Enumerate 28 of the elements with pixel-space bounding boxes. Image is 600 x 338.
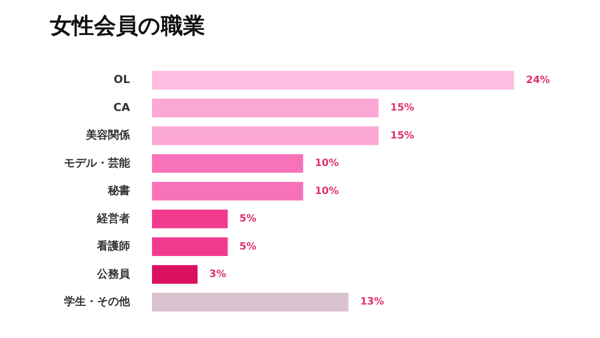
data-label: 24% [526, 74, 550, 86]
data-label: 5% [239, 241, 256, 252]
bar [152, 70, 514, 90]
data-label: 10% [314, 186, 339, 197]
y-tick-label: CA [113, 100, 130, 114]
bar [152, 210, 228, 228]
y-tick-label: 美容関係 [85, 128, 131, 142]
bar [152, 265, 198, 284]
y-tick-label: OL [114, 73, 130, 86]
data-label: 5% [239, 214, 256, 225]
chart-title: 女性会員の職業 [49, 14, 205, 39]
y-tick-label: 秘書 [107, 184, 130, 198]
data-label: 3% [209, 268, 226, 280]
data-label: 15% [390, 130, 414, 142]
y-tick-label: 公務員 [96, 267, 131, 280]
data-label: 15% [390, 102, 414, 114]
y-tick-label: 経営者 [96, 212, 130, 225]
bar [152, 292, 348, 312]
data-label: 10% [314, 158, 339, 170]
bar [152, 126, 379, 146]
y-tick-label: 学生・その他 [64, 294, 131, 308]
bar [152, 154, 304, 173]
bar [152, 182, 304, 201]
y-tick-label: モデル・芸能 [64, 156, 131, 170]
bar [152, 98, 379, 118]
bar [152, 237, 228, 256]
data-label: 13% [360, 296, 384, 308]
y-tick-label: 看護師 [96, 240, 130, 253]
